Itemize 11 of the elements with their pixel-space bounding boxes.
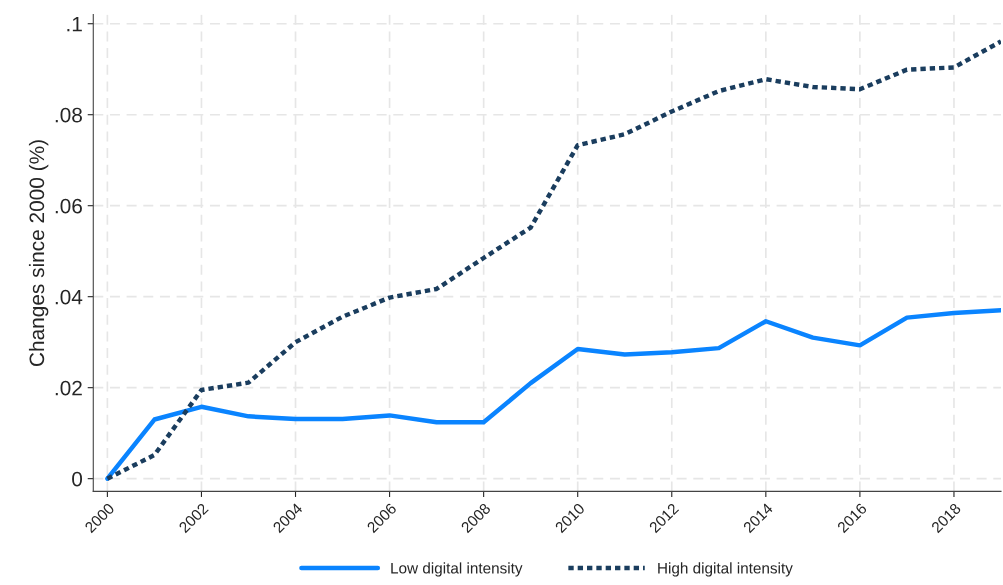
y-tick-label: .08	[55, 107, 82, 123]
line-series	[105, 308, 1001, 481]
y-tick-label: .06	[55, 198, 82, 214]
y-tick-label: .1	[67, 16, 82, 32]
y-tick-label: 0	[72, 471, 83, 487]
y-tick-label: .02	[55, 380, 82, 396]
line-series	[105, 39, 1001, 481]
y-tick-label: .04	[55, 289, 83, 305]
legend-label: High digital intensity	[658, 562, 793, 577]
y-axis-title: Changes since 2000 (%)	[28, 140, 49, 367]
legend-label: Low digital intensity	[391, 562, 523, 577]
